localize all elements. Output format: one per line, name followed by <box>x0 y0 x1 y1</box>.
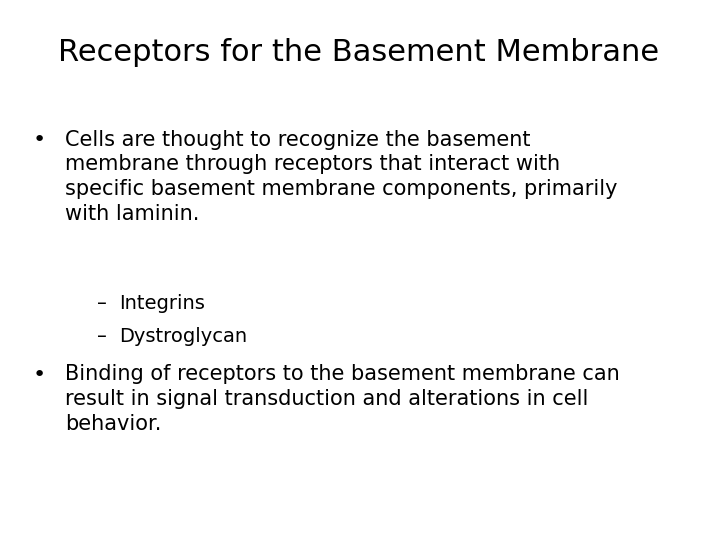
Text: •: • <box>32 130 45 150</box>
Text: –: – <box>97 327 107 346</box>
Text: •: • <box>32 364 45 384</box>
Text: Integrins: Integrins <box>119 294 204 313</box>
Text: Binding of receptors to the basement membrane can
result in signal transduction : Binding of receptors to the basement mem… <box>65 364 619 434</box>
Text: Dystroglycan: Dystroglycan <box>119 327 247 346</box>
Text: Receptors for the Basement Membrane: Receptors for the Basement Membrane <box>58 38 659 67</box>
Text: Cells are thought to recognize the basement
membrane through receptors that inte: Cells are thought to recognize the basem… <box>65 130 617 224</box>
Text: –: – <box>97 294 107 313</box>
